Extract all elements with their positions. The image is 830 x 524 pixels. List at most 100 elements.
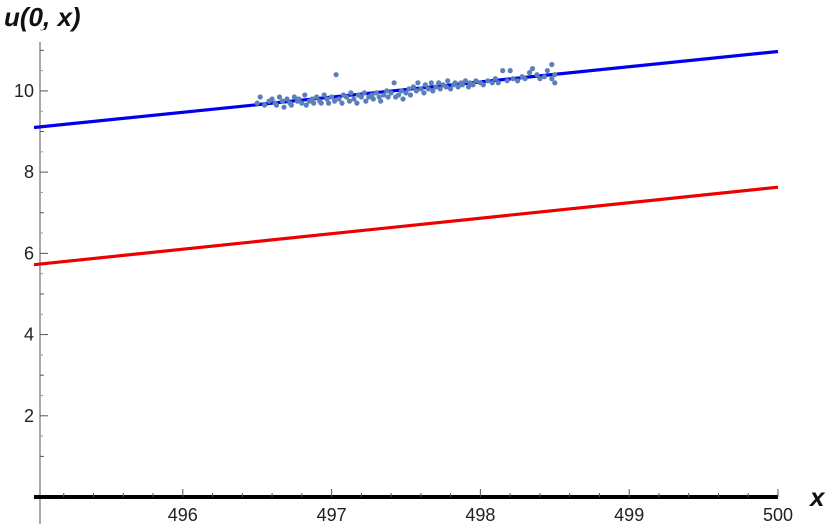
data-point [485, 78, 491, 84]
data-point [373, 90, 379, 96]
data-point [291, 94, 297, 100]
axes: 2 4 6 8 10 496 497 498 499 500 [14, 29, 793, 524]
x-tick-label: 500 [763, 505, 793, 524]
red-line [33, 185, 779, 267]
data-point [339, 100, 345, 106]
data-point [507, 68, 513, 74]
data-point [369, 92, 375, 98]
x-tick-label: 498 [465, 505, 495, 524]
data-point [273, 102, 280, 108]
data-point [541, 74, 548, 80]
data-point [363, 98, 369, 104]
data-point [348, 90, 354, 96]
data-point [257, 94, 263, 100]
data-point [448, 86, 454, 92]
data-point [302, 92, 308, 98]
data-point [433, 84, 439, 90]
data-point [489, 80, 495, 86]
data-point [354, 100, 360, 106]
data-point [495, 80, 501, 86]
data-point [333, 72, 339, 78]
x-tick-label: 497 [317, 505, 347, 524]
data-point [403, 90, 409, 96]
data-point [332, 98, 338, 104]
data-point [522, 76, 528, 82]
data-point [552, 80, 558, 86]
data-point [281, 104, 287, 110]
data-point [398, 88, 405, 94]
data-point [510, 76, 516, 82]
data-point [381, 92, 387, 98]
data-point [480, 82, 486, 88]
data-point [436, 80, 442, 86]
data-point [288, 102, 294, 108]
data-point [336, 96, 342, 102]
data-point [452, 80, 458, 86]
data-point [492, 76, 498, 82]
data-point [529, 66, 536, 72]
data-point [343, 94, 350, 100]
data-point [418, 86, 424, 92]
y-tick-label: 6 [24, 243, 34, 263]
data-point [370, 96, 376, 102]
data-point [400, 96, 406, 102]
data-point [410, 84, 416, 90]
data-point [544, 68, 551, 74]
data-point [534, 72, 540, 78]
data-point [384, 88, 390, 94]
data-point [549, 76, 555, 82]
data-point [430, 88, 436, 94]
data-point [309, 96, 315, 102]
data-point [296, 96, 302, 102]
data-point [254, 100, 260, 106]
data-point [329, 94, 335, 100]
data-point [549, 61, 555, 68]
y-tick-label: 10 [14, 81, 34, 101]
data-point [361, 90, 367, 96]
data-point [422, 82, 428, 88]
x-tick-label: 499 [614, 505, 644, 524]
data-point [504, 78, 510, 84]
data-point [279, 98, 286, 104]
y-tick-label: 4 [24, 325, 34, 345]
data-point [385, 94, 391, 100]
data-point [406, 86, 412, 92]
data-point [262, 102, 268, 108]
data-point [443, 84, 449, 90]
data-point [537, 76, 543, 82]
data-point [358, 94, 364, 100]
data-point [526, 70, 533, 76]
x-axis-title: x [808, 482, 826, 512]
data-point [269, 96, 275, 102]
data-point [388, 90, 394, 96]
data-point [311, 100, 317, 106]
data-point [299, 100, 305, 106]
data-point [428, 80, 434, 86]
data-point [321, 92, 327, 98]
data-point [326, 100, 332, 106]
data-point [407, 92, 414, 98]
data-point [425, 86, 431, 92]
data-point [421, 90, 427, 96]
data-point [314, 94, 320, 100]
y-axis-title: u(0, x) [4, 2, 81, 32]
data-point [413, 88, 419, 94]
data-point [396, 92, 402, 98]
data-point [470, 82, 476, 88]
y-tick-label: 2 [24, 406, 34, 426]
data-point [552, 72, 558, 78]
data-point [284, 96, 290, 102]
data-point [459, 82, 466, 88]
data-point [391, 80, 397, 86]
data-point [515, 78, 521, 84]
data-point [351, 96, 357, 102]
data-point [415, 80, 421, 86]
data-point [455, 84, 461, 90]
data-point [378, 98, 384, 104]
data-point [462, 78, 469, 84]
data-point [500, 68, 506, 74]
data-point [465, 84, 472, 90]
series-lines [33, 49, 779, 267]
data-point [318, 100, 324, 106]
